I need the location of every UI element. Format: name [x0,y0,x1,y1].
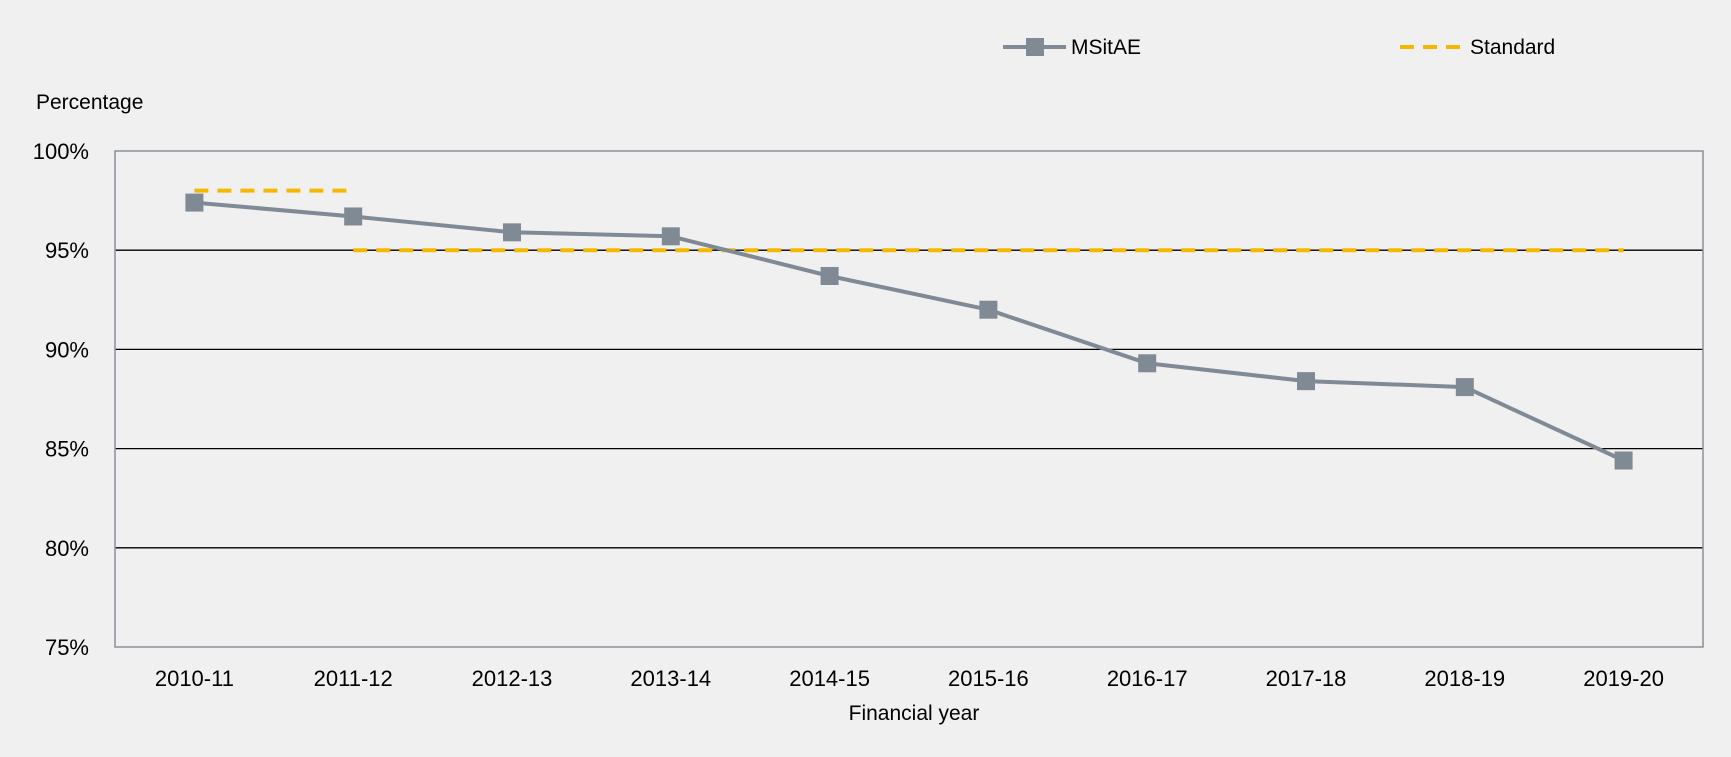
msitae-marker-2016-17 [1138,354,1157,373]
y-tick-label: 90% [45,337,89,362]
x-tick-label: 2011-12 [314,666,393,691]
y-axis-title: Percentage [36,91,143,114]
legend-label-msitae: MSitAE [1071,36,1141,59]
msitae-marker-2013-14 [661,227,680,246]
msitae-marker-2017-18 [1297,372,1315,391]
y-tick-label: 80% [45,536,89,561]
x-tick-label: 2012-13 [472,666,553,691]
msitae-marker-2019-20 [1614,451,1633,470]
y-tick-label: 85% [45,437,89,462]
x-tick-label: 2010-11 [155,666,234,691]
msitae-marker-2015-16 [979,300,998,319]
y-tick-label: 75% [45,635,89,660]
msitae-line [194,200,1625,463]
msitae-series [185,193,1633,470]
msitae-marker-2018-19 [1455,378,1474,397]
x-tick-label: 2018-19 [1424,666,1505,691]
legend-msitae-marker [1026,38,1044,56]
plot-area-border [114,150,1704,648]
standard-series [194,188,1624,253]
x-axis-ticks: 2010-11 2011-12 2012-13 2013-14 2014-15 2015-… [155,666,1664,691]
legend-label-standard: Standard [1470,36,1555,59]
x-tick-label: 2013-14 [630,666,711,691]
x-tick-label: 2015-16 [948,666,1029,691]
msitae-marker-2010-11 [185,193,204,212]
x-tick-label: 2016-17 [1107,666,1188,691]
y-axis-ticks: 75% 80% 85% 90% 95% 100% [33,139,89,660]
x-tick-label: 2014-15 [789,666,870,691]
x-tick-label: 2019-20 [1583,666,1664,691]
x-tick-label: 2017-18 [1266,666,1347,691]
y-tick-label: 100% [33,139,89,164]
legend-item-standard: Standard [1400,36,1555,59]
x-axis-title: Financial year [849,702,980,725]
msitae-marker-2011-12 [344,207,363,226]
y-tick-label: 95% [45,238,89,263]
legend-item-msitae: MSitAE [1003,36,1141,59]
msitae-marker-2012-13 [503,223,521,242]
msitae-marker-2014-15 [820,266,839,285]
legend: MSitAE Standard [1003,36,1555,59]
